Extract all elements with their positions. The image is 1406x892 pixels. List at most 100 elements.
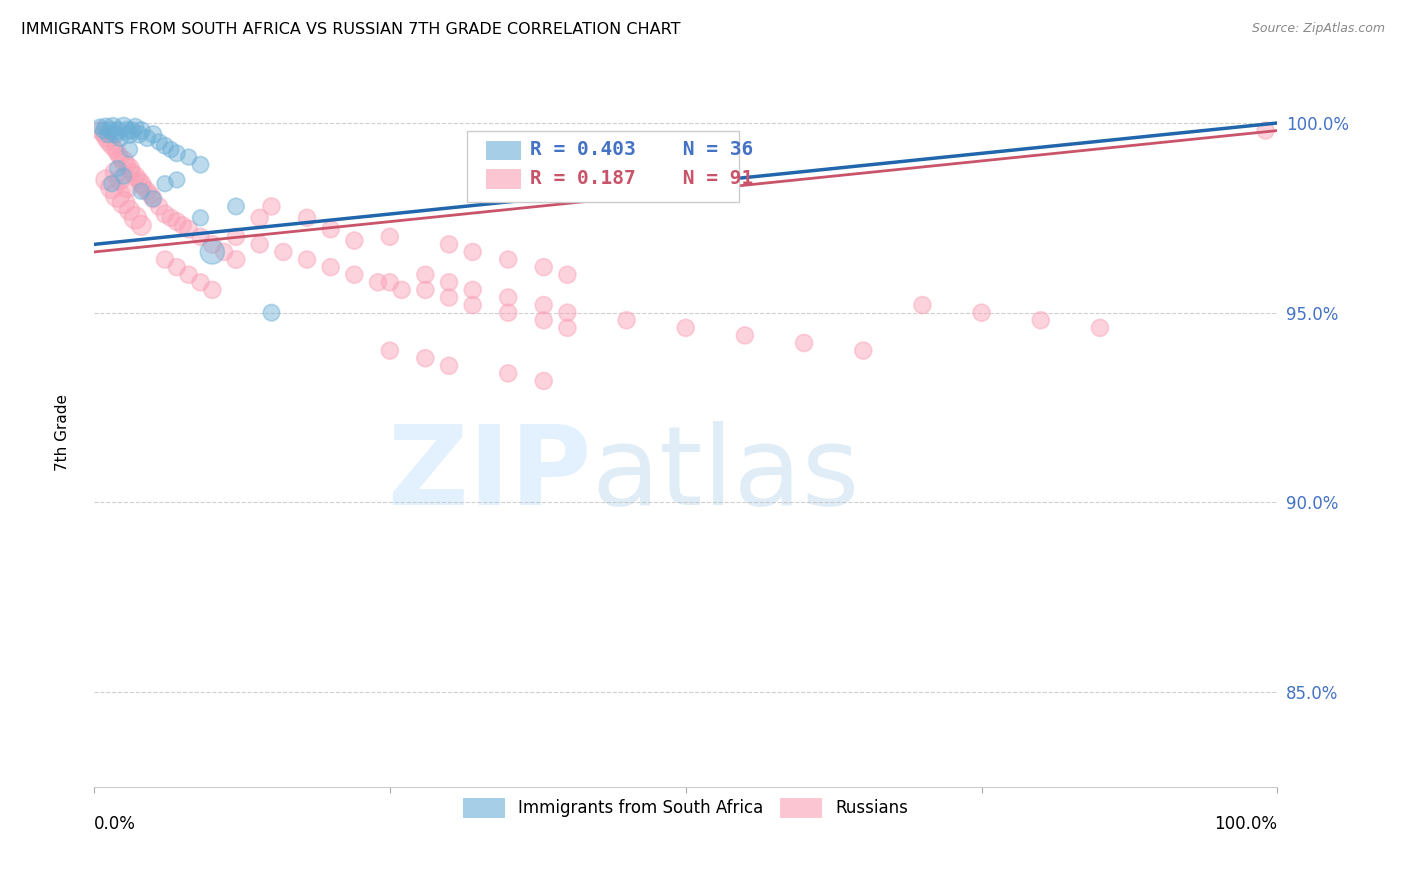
- Point: [153, 252, 176, 267]
- Point: [415, 283, 437, 297]
- Point: [533, 260, 555, 274]
- Point: [166, 146, 188, 161]
- Point: [107, 188, 129, 202]
- Point: [177, 150, 200, 164]
- Point: [124, 211, 146, 225]
- FancyBboxPatch shape: [467, 130, 740, 202]
- Point: [124, 169, 146, 183]
- Point: [94, 120, 117, 134]
- FancyBboxPatch shape: [485, 141, 522, 161]
- Point: [533, 374, 555, 388]
- Point: [557, 306, 579, 320]
- Point: [172, 219, 194, 233]
- Point: [136, 131, 159, 145]
- Point: [101, 120, 124, 134]
- Point: [343, 234, 366, 248]
- Point: [118, 203, 141, 218]
- Point: [1029, 313, 1052, 327]
- Point: [1254, 123, 1277, 137]
- Point: [367, 276, 389, 290]
- Point: [852, 343, 875, 358]
- Point: [107, 146, 129, 161]
- Point: [131, 177, 153, 191]
- Point: [121, 165, 143, 179]
- Point: [249, 237, 271, 252]
- Point: [190, 229, 212, 244]
- Text: 7th Grade: 7th Grade: [55, 393, 70, 471]
- Point: [260, 306, 283, 320]
- Point: [160, 143, 183, 157]
- Point: [177, 268, 200, 282]
- Point: [112, 195, 135, 210]
- Point: [190, 211, 212, 225]
- Point: [734, 328, 756, 343]
- Point: [166, 173, 188, 187]
- Point: [343, 268, 366, 282]
- Point: [139, 188, 162, 202]
- Point: [142, 192, 165, 206]
- Point: [118, 128, 141, 142]
- Point: [461, 283, 484, 297]
- Point: [93, 123, 115, 137]
- Point: [166, 214, 188, 228]
- Point: [225, 199, 247, 213]
- Point: [616, 313, 638, 327]
- Point: [131, 219, 153, 233]
- Point: [378, 276, 401, 290]
- Point: [94, 173, 117, 187]
- Point: [89, 120, 111, 134]
- Point: [108, 173, 131, 187]
- Point: [94, 131, 117, 145]
- Point: [415, 268, 437, 282]
- Point: [260, 199, 283, 213]
- Point: [115, 123, 138, 137]
- Point: [100, 123, 122, 137]
- Point: [166, 260, 188, 274]
- Point: [108, 150, 131, 164]
- Text: R = 0.187    N = 91: R = 0.187 N = 91: [530, 169, 752, 187]
- Point: [97, 135, 120, 149]
- Point: [295, 252, 318, 267]
- Point: [378, 229, 401, 244]
- Point: [128, 173, 150, 187]
- Point: [557, 268, 579, 282]
- Point: [295, 211, 318, 225]
- Point: [104, 128, 127, 142]
- Point: [177, 222, 200, 236]
- Text: atlas: atlas: [591, 421, 859, 528]
- Point: [100, 177, 122, 191]
- Point: [100, 180, 122, 194]
- Point: [97, 128, 120, 142]
- Point: [142, 192, 165, 206]
- Point: [391, 283, 413, 297]
- Point: [319, 222, 342, 236]
- Point: [104, 143, 127, 157]
- Point: [496, 367, 519, 381]
- Point: [89, 123, 111, 137]
- Point: [496, 252, 519, 267]
- Point: [153, 207, 176, 221]
- Point: [148, 135, 170, 149]
- Point: [225, 229, 247, 244]
- Point: [160, 211, 183, 225]
- Point: [115, 158, 138, 172]
- Point: [533, 298, 555, 312]
- Point: [201, 237, 224, 252]
- Point: [201, 283, 224, 297]
- Point: [190, 158, 212, 172]
- Point: [107, 123, 129, 137]
- Point: [533, 313, 555, 327]
- Point: [190, 276, 212, 290]
- Point: [131, 123, 153, 137]
- Point: [124, 120, 146, 134]
- Point: [100, 138, 122, 153]
- Point: [378, 343, 401, 358]
- Point: [437, 276, 460, 290]
- Point: [93, 128, 115, 142]
- Point: [118, 143, 141, 157]
- Point: [273, 244, 295, 259]
- Point: [970, 306, 993, 320]
- Point: [212, 244, 235, 259]
- Point: [108, 131, 131, 145]
- Text: IMMIGRANTS FROM SOUTH AFRICA VS RUSSIAN 7TH GRADE CORRELATION CHART: IMMIGRANTS FROM SOUTH AFRICA VS RUSSIAN …: [21, 22, 681, 37]
